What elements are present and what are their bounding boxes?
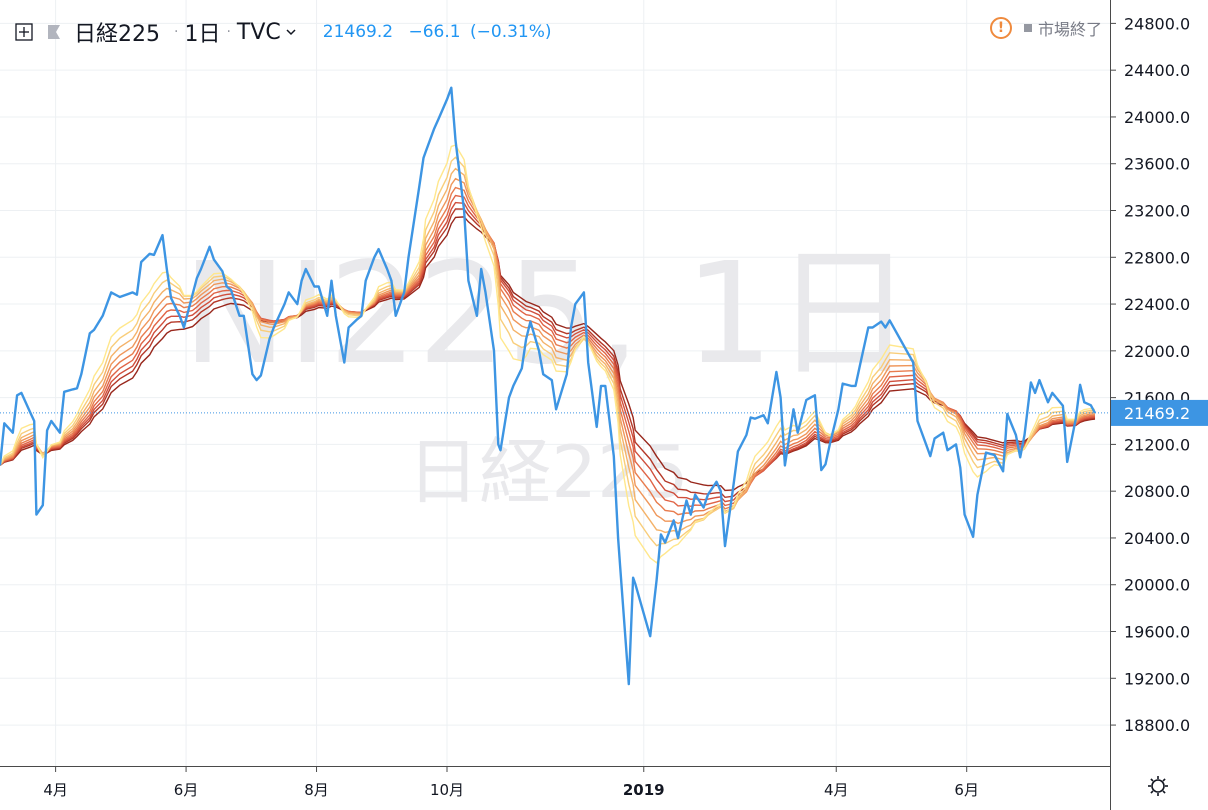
watermark-name: 日経225 — [407, 430, 688, 514]
flag-icon[interactable] — [44, 22, 64, 42]
symbol-header: 日経225 · 1日 · TVC 21469.2 −66.1 (−0.31%) — [14, 14, 552, 50]
last-price-label: 21469.2 — [1111, 399, 1208, 426]
x-tick-label: 4月 — [824, 781, 849, 799]
symbol-name[interactable]: 日経225 — [74, 22, 160, 47]
x-tick-label: 8月 — [304, 781, 329, 799]
y-tick-label: 24000.0 — [1124, 108, 1190, 127]
last-price-value: 21469.2 — [1124, 404, 1190, 423]
y-tick-label: 19200.0 — [1124, 669, 1190, 688]
y-tick-label: 20800.0 — [1124, 482, 1190, 501]
square-icon — [1023, 24, 1032, 32]
y-tick-label: 22000.0 — [1124, 342, 1190, 361]
last-price-tag — [1111, 399, 1208, 426]
ema-line — [0, 144, 1096, 564]
ema-ribbon — [0, 144, 1096, 564]
y-tick-label: 18800.0 — [1124, 716, 1190, 735]
ema-line — [0, 216, 1096, 492]
chevron-down-icon — [285, 26, 297, 38]
change-value: −66.1 — [408, 22, 461, 42]
y-tick-label: 24400.0 — [1124, 61, 1190, 80]
time-axis-bg — [0, 766, 1208, 810]
ema-line — [0, 167, 1096, 534]
y-tick-label: 22400.0 — [1124, 295, 1190, 314]
y-tick-label: 22800.0 — [1124, 248, 1190, 267]
y-tick-label: 20400.0 — [1124, 529, 1190, 548]
y-tick-label: 24800.0 — [1124, 14, 1190, 33]
grid — [0, 0, 1110, 766]
exclamation-circle-icon[interactable]: ! — [989, 17, 1012, 39]
ema-line — [0, 194, 1096, 508]
plus-square-icon[interactable] — [14, 22, 34, 42]
exchange-selector[interactable]: TVC — [237, 20, 297, 45]
separator-dot: · — [174, 24, 179, 40]
price-series — [0, 86, 1097, 686]
y-tick-label: 21200.0 — [1124, 435, 1190, 454]
ema-line — [0, 177, 1096, 525]
exchange-label: TVC — [236, 19, 281, 45]
change-percent: (−0.31%) — [470, 22, 552, 42]
quote-values: 21469.2 −66.1 (−0.31%) — [309, 22, 552, 42]
last-value: 21469.2 — [322, 22, 394, 42]
y-tick-label: 23600.0 — [1124, 155, 1190, 174]
x-tick-label: 6月 — [174, 781, 199, 799]
y-tick-label: 20000.0 — [1124, 576, 1190, 595]
market-status-label: 市場終了 — [1037, 20, 1102, 39]
x-tick-label: 6月 — [954, 781, 979, 799]
market-status: ! 市場終了 — [989, 14, 1102, 42]
x-tick-label: 2019 — [623, 781, 665, 799]
y-tick-label: 19600.0 — [1124, 623, 1190, 642]
x-tick-label: 10月 — [430, 781, 464, 799]
separator-dot: · — [226, 24, 231, 40]
ema-line — [0, 186, 1096, 516]
gear-icon[interactable] — [1144, 772, 1172, 800]
x-tick-label: 4月 — [43, 781, 68, 799]
ema-line — [0, 208, 1096, 499]
interval-label[interactable]: 1日 — [184, 22, 221, 47]
y-tick-label: 23200.0 — [1124, 202, 1190, 221]
price-line — [0, 86, 1097, 686]
